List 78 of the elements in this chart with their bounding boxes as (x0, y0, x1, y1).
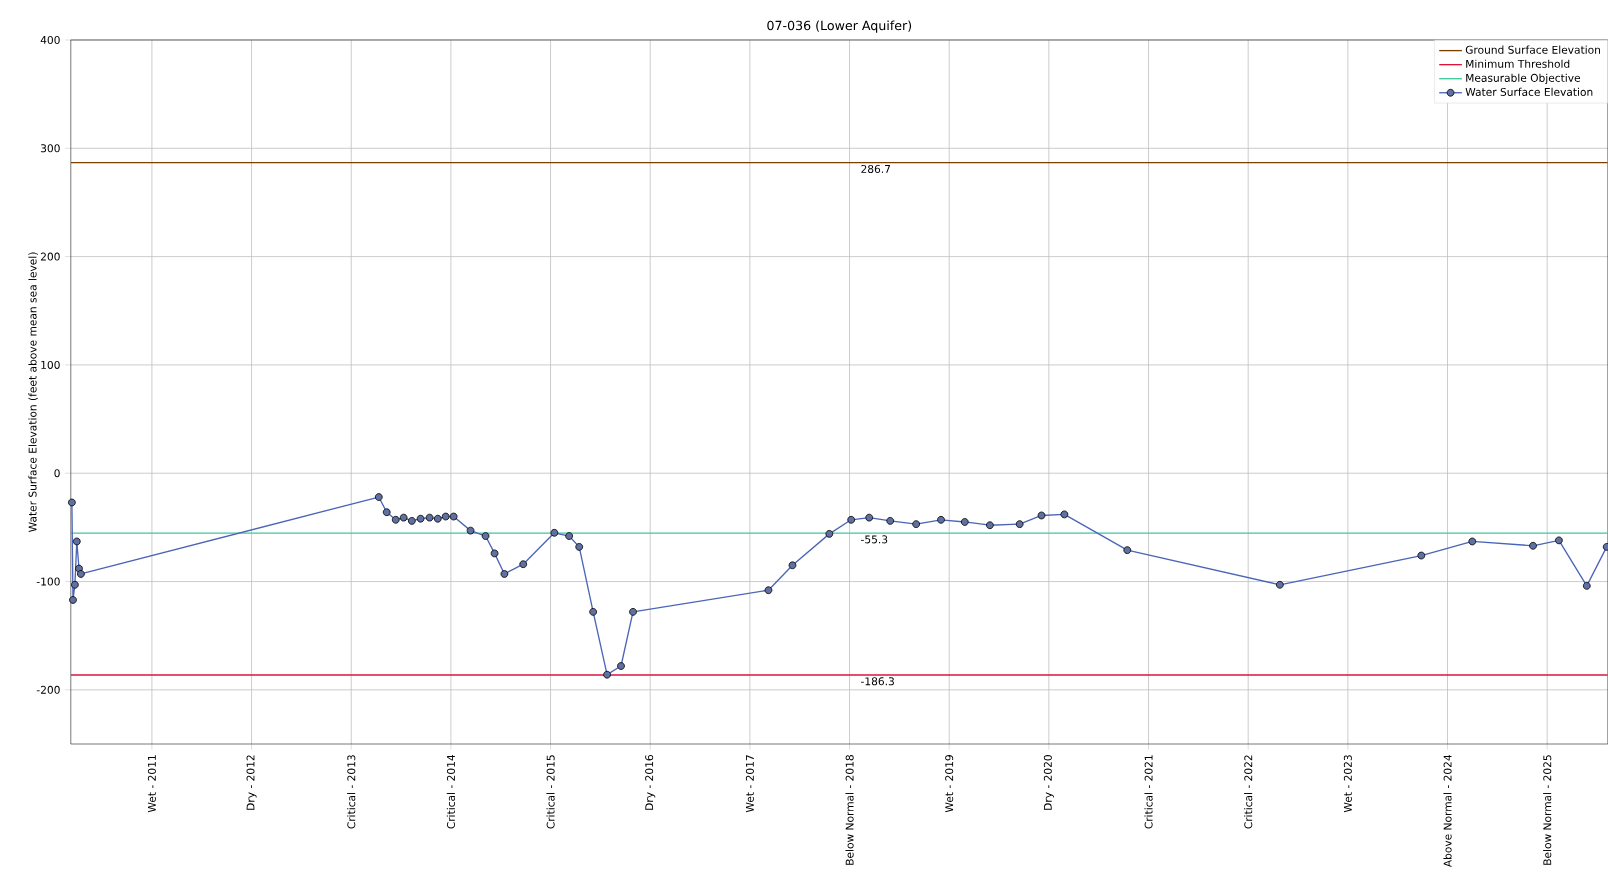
x-tick-label: Wet - 2011 (147, 755, 156, 813)
point (1276, 580, 1284, 589)
point (617, 662, 625, 670)
annotation: -186.3 (861, 677, 894, 686)
x-tick-label: Critical - 2015 (546, 755, 555, 829)
x-tick-label: Critical - 2013 (347, 755, 356, 829)
y-tick-label: 0 (54, 469, 60, 478)
legend-label: Measurable Objective (1466, 73, 1581, 84)
point (1037, 511, 1046, 520)
point (986, 521, 994, 530)
point (1417, 551, 1426, 560)
point (449, 512, 458, 521)
point (391, 515, 400, 524)
y-axis-title: Water Surface Elevation (feet above mean sea level) (28, 252, 38, 533)
x-tick-label: Wet - 2017 (745, 755, 754, 813)
point (764, 586, 773, 595)
point (72, 537, 81, 546)
x-tick-label: Dry - 2016 (645, 755, 656, 810)
point (519, 560, 528, 569)
point (550, 528, 559, 537)
point (500, 570, 509, 578)
point (1582, 582, 1591, 590)
point (69, 596, 77, 604)
point (1555, 536, 1563, 545)
point (1468, 537, 1477, 546)
point (433, 514, 442, 523)
point (407, 517, 416, 525)
point (575, 543, 584, 551)
point (425, 513, 434, 522)
legend-label: Water Surface Elevation (1465, 87, 1593, 96)
y-tick-label: 200 (40, 252, 60, 261)
point (481, 532, 490, 540)
point (1060, 510, 1069, 519)
point (1529, 541, 1537, 550)
point (71, 580, 79, 589)
x-tick-label: Wet - 2019 (945, 755, 954, 813)
point (77, 570, 85, 578)
y-tick-label: -200 (36, 685, 60, 694)
point (490, 549, 499, 558)
point (629, 608, 637, 616)
y-tick-label: 300 (40, 144, 60, 153)
annotation: 286.7 (861, 164, 891, 173)
x-tick-label: Critical - 2021 (1144, 755, 1153, 829)
legend-label: Ground Surface Elevation (1465, 45, 1601, 54)
x-tick-label: Wet - 2023 (1343, 755, 1352, 813)
y-tick-label: 100 (41, 360, 60, 369)
x-tick-label: Dry - 2020 (1043, 755, 1054, 810)
point (589, 608, 597, 616)
legend-label: Minimum Threshold (1466, 59, 1570, 68)
point (1015, 520, 1024, 528)
point (565, 532, 573, 540)
chart-title: 07-036 (Lower Aquifer) (767, 20, 912, 33)
point (466, 526, 475, 535)
point (847, 515, 856, 524)
y-tick-label: 400 (40, 35, 60, 44)
point (399, 513, 408, 522)
point (382, 508, 391, 517)
x-tick-label: Critical - 2014 (446, 754, 455, 829)
point (1123, 546, 1132, 554)
point (603, 670, 611, 679)
point (68, 498, 76, 507)
x-tick-label: Critical - 2022 (1244, 755, 1253, 829)
y-tick-label: -100 (36, 577, 60, 586)
point (912, 520, 921, 528)
point (416, 514, 425, 523)
point (960, 518, 969, 526)
point (937, 515, 945, 524)
annotation: -55.3 (861, 535, 888, 544)
point (825, 530, 834, 538)
point (865, 513, 874, 522)
x-tick-label: Dry - 2012 (246, 755, 257, 810)
point (788, 561, 797, 570)
x-tick-label: Above Normal - 2024 (1443, 754, 1452, 868)
point (374, 493, 383, 501)
point (886, 517, 895, 525)
point (441, 512, 450, 521)
x-tick-label: Below Normal - 2018 (845, 755, 854, 865)
x-tick-label: Below Normal - 2025 (1543, 755, 1552, 865)
